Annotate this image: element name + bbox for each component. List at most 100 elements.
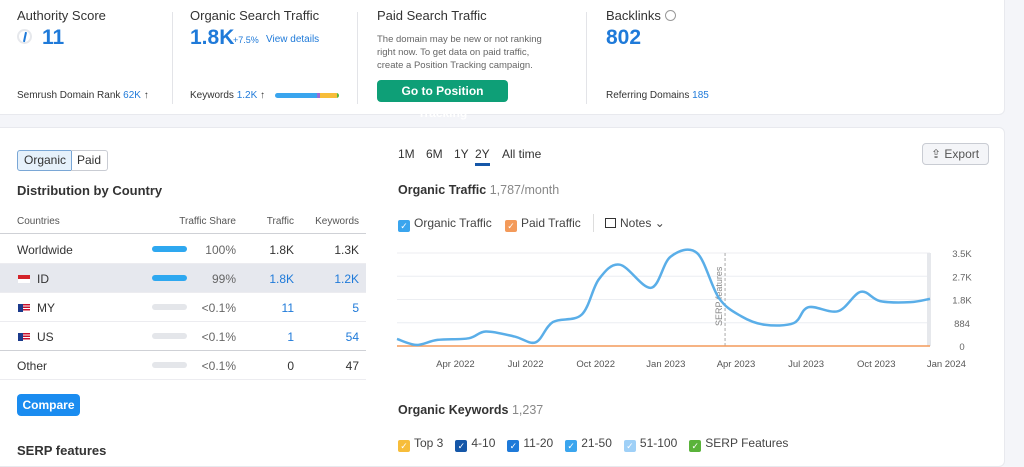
flag-icon	[18, 333, 30, 341]
keywords-label: Keywords	[190, 90, 234, 101]
checkbox-icon[interactable]: ✓	[455, 440, 467, 452]
legend-organic-label: Organic Traffic	[414, 216, 492, 230]
country-row[interactable]: MY <0.1% 11 5	[0, 293, 366, 322]
referring-domains-value[interactable]: 185	[692, 90, 709, 101]
flag-icon	[18, 275, 30, 283]
keywords-value: 47	[346, 359, 359, 373]
keyword-legend-label: 51-100	[640, 436, 677, 450]
toggle-organic[interactable]: Organic	[17, 150, 72, 171]
x-tick-label: Oct 2023	[857, 359, 896, 370]
checkbox-icon[interactable]: ✓	[398, 220, 410, 232]
organic-traffic-line[interactable]	[397, 250, 930, 345]
keywords-value[interactable]: 54	[346, 330, 359, 344]
compare-button[interactable]: Compare	[17, 394, 80, 416]
keyword-legend-label: 4-10	[471, 436, 495, 450]
keyword-legend-label: Top 3	[414, 436, 443, 450]
range-tab[interactable]: All time	[502, 147, 541, 161]
arrow-up-icon: ↑	[260, 90, 265, 101]
col-keywords[interactable]: Keywords	[315, 216, 359, 227]
range-tab[interactable]: 1M	[398, 147, 415, 161]
traffic-share: <0.1%	[202, 301, 236, 315]
checkbox-icon[interactable]: ✓	[507, 440, 519, 452]
checkbox-icon[interactable]: ✓	[689, 440, 701, 452]
chevron-down-icon: ⌄	[655, 216, 665, 230]
country-name: Worldwide	[17, 243, 73, 257]
x-tick-label: Apr 2022	[436, 359, 475, 370]
checkbox-icon[interactable]: ✓	[398, 440, 410, 452]
organic-traffic-value: 1.8K	[190, 26, 234, 50]
keyword-legend-item[interactable]: ✓ 4-10	[455, 436, 495, 452]
country-row[interactable]: ID 99% 1.8K 1.2K	[0, 264, 366, 293]
keyword-legend-item[interactable]: ✓ 51-100	[624, 436, 677, 452]
paid-traffic-message: The domain may be new or not ranking rig…	[377, 33, 557, 72]
authority-value: 11	[42, 26, 64, 50]
keyword-legend-item[interactable]: ✓ Top 3	[398, 436, 443, 452]
x-tick-label: Oct 2022	[576, 359, 615, 370]
legend-paid[interactable]: ✓ Paid Traffic	[505, 216, 581, 232]
keywords-value: 1.3K	[334, 243, 359, 257]
y-tick-label: 0	[959, 342, 964, 353]
country-name: US	[37, 330, 54, 344]
traffic-value[interactable]: 1	[287, 330, 294, 344]
go-to-position-tracking-button[interactable]: Go to Position Tracking	[377, 80, 508, 102]
paid-traffic-title: Paid Search Traffic	[377, 8, 487, 23]
traffic-share-bar	[152, 304, 187, 310]
y-tick-label: 3.5K	[952, 249, 972, 260]
organic-traffic-change: +7.5%	[233, 35, 259, 45]
keywords-chart-value: 1,237	[512, 403, 543, 417]
keywords-distribution-bar	[275, 93, 339, 98]
notes-dropdown[interactable]: Notes ⌄	[605, 216, 665, 230]
backlinks-value: 802	[606, 26, 641, 50]
keyword-legend-label: 11-20	[523, 436, 553, 450]
keywords-value[interactable]: 1.2K	[237, 90, 258, 101]
country-row[interactable]: US <0.1% 1 54	[0, 322, 366, 351]
checkbox-icon[interactable]: ✓	[565, 440, 577, 452]
checkbox-icon[interactable]: ✓	[505, 220, 517, 232]
traffic-share-bar	[152, 275, 187, 281]
checkbox-icon[interactable]: ✓	[624, 440, 636, 452]
range-tab[interactable]: 2Y	[475, 147, 490, 166]
traffic-chart-title: Organic Traffic	[398, 183, 486, 197]
keyword-legend-item[interactable]: ✓SERP Features	[689, 436, 788, 452]
arrow-up-icon: ↑	[144, 90, 149, 101]
globe-icon	[665, 10, 676, 21]
y-tick-label: 884	[954, 319, 970, 330]
keyword-legend-label: 21-50	[581, 436, 612, 450]
keywords-chart-title: Organic Keywords	[398, 403, 508, 417]
col-traffic[interactable]: Traffic	[267, 216, 294, 227]
country-table-header: Countries Traffic Share Traffic Keywords	[0, 210, 366, 234]
traffic-share: <0.1%	[202, 330, 236, 344]
view-details-link[interactable]: View details	[266, 34, 319, 45]
authority-gauge-icon	[17, 29, 32, 44]
referring-domains-label: Referring Domains	[606, 90, 689, 101]
traffic-value[interactable]: 1.8K	[269, 272, 294, 286]
keyword-legend-item[interactable]: ✓ 11-20	[507, 436, 553, 452]
legend-paid-label: Paid Traffic	[521, 216, 581, 230]
country-name: ID	[37, 272, 49, 286]
col-traffic-share[interactable]: Traffic Share	[179, 216, 236, 227]
legend-organic[interactable]: ✓ Organic Traffic	[398, 216, 492, 232]
x-tick-label: Jul 2023	[788, 359, 824, 370]
domain-rank-value[interactable]: 62K	[123, 90, 141, 101]
country-name: MY	[37, 301, 55, 315]
country-name: Other	[17, 359, 47, 373]
range-tab[interactable]: 1Y	[454, 147, 469, 161]
traffic-share: 99%	[212, 272, 236, 286]
y-tick-label: 2.7K	[952, 272, 972, 283]
export-button[interactable]: ⇪ Export	[922, 143, 989, 165]
comment-icon	[605, 218, 616, 228]
keyword-legend-item[interactable]: ✓ 21-50	[565, 436, 612, 452]
serp-features-title: SERP features	[17, 443, 106, 458]
distribution-title: Distribution by Country	[17, 183, 162, 198]
keywords-value[interactable]: 5	[352, 301, 359, 315]
notes-label: Notes	[620, 216, 651, 230]
traffic-value[interactable]: 11	[282, 301, 294, 315]
keywords-value[interactable]: 1.2K	[334, 272, 359, 286]
authority-title: Authority Score	[17, 8, 106, 23]
toggle-paid[interactable]: Paid	[71, 150, 108, 171]
y-tick-label: 1.8K	[952, 296, 972, 307]
range-tab[interactable]: 6M	[426, 147, 443, 161]
